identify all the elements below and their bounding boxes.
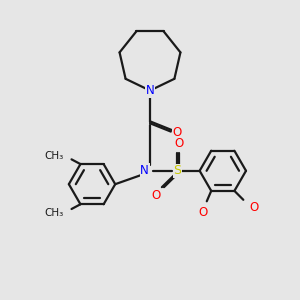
- Text: N: N: [146, 84, 154, 97]
- Text: CH₃: CH₃: [45, 208, 64, 218]
- Text: CH₃: CH₃: [45, 151, 64, 161]
- Text: O: O: [173, 126, 182, 139]
- Text: O: O: [151, 189, 160, 202]
- Text: O: O: [174, 137, 184, 150]
- Text: S: S: [173, 164, 181, 177]
- Text: N: N: [140, 164, 149, 177]
- Text: O: O: [249, 201, 258, 214]
- Text: O: O: [198, 206, 208, 219]
